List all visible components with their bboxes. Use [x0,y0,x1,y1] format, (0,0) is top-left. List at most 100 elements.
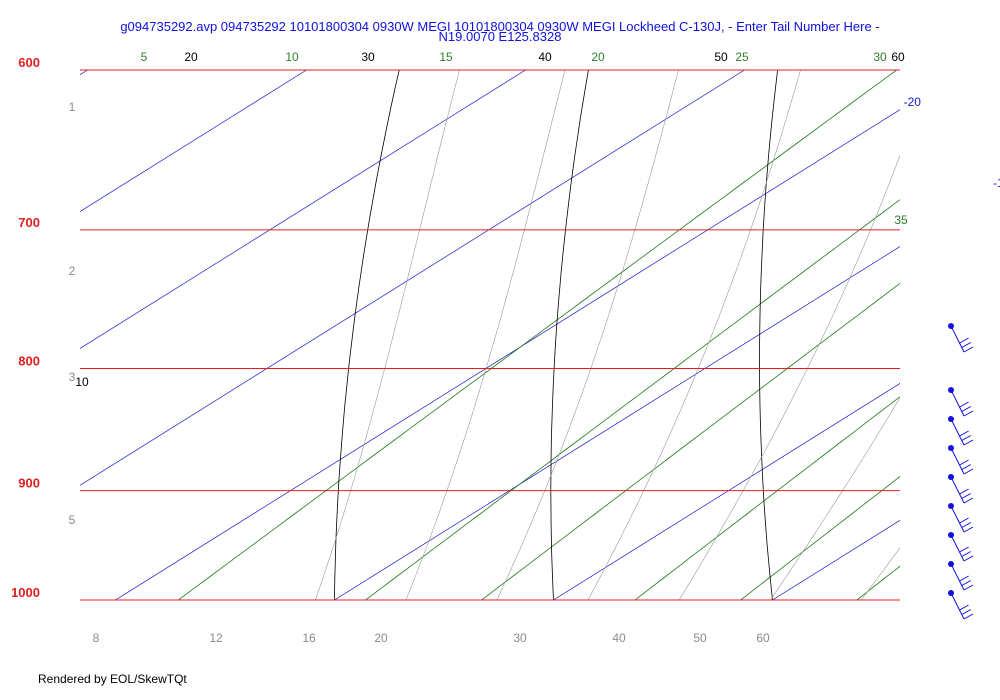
wind-barb-flag [959,575,969,582]
grid-layer [80,0,1000,651]
wind-barb-flag [963,346,974,353]
wind-barb-flag [963,584,974,591]
chart-subtitle: N19.0070 E125.8328 [439,29,562,44]
pressure-label: 800 [18,353,40,368]
isotherm-label: -20 [904,95,922,109]
wind-barb [948,445,974,475]
isotherm-line [771,519,900,600]
wind-barb-staff [950,389,965,417]
mixing-ratio-line [634,396,900,600]
theta-label: 10 [75,375,89,389]
theta-label: 30 [361,50,375,64]
wind-barb-flag [959,337,969,344]
theta-label: 40 [538,50,552,64]
chart-title: g094735292.avp 094735292 10101800304 093… [120,19,879,34]
moist-adiabat-line [587,70,801,600]
mixing-ratio-label: 30 [873,50,887,64]
wind-barb-flag [961,551,972,557]
theta-label: 50 [714,50,728,64]
moist-adiabat-line [911,0,1000,651]
wind-barb-flag [961,522,972,528]
wind-barb-staff [950,418,965,446]
mixing-ratio-label: 25 [735,50,749,64]
height-label: 2 [69,264,76,278]
isotherm-line [333,246,900,600]
bottom-temperature-label: 12 [209,631,223,645]
moist-adiabat-line [678,154,900,600]
wind-barb-flag [961,435,972,441]
wind-barb-flag [961,342,972,348]
mixing-ratio-line [364,199,900,600]
pressure-label: 600 [18,55,40,70]
bottom-temperature-label: 60 [756,631,770,645]
mixing-ratio-label: 35 [894,213,908,227]
wind-barb [948,416,974,446]
dry-adiabat-line [961,0,1000,651]
render-credit: Rendered by EOL/SkewTQt [38,672,187,686]
theta-label: 20 [184,50,198,64]
isotherm-line [80,70,89,76]
isotherm-line [114,109,900,600]
mixing-ratio-line [931,0,1000,651]
wind-barb-flag [963,497,974,504]
moist-adiabat-line [769,397,900,600]
wind-barb [948,474,974,504]
wind-barb-flag [959,401,969,408]
wind-barb [948,323,974,353]
mixing-ratio-line [856,565,900,600]
wind-barbs [948,323,974,620]
bottom-temperature-label: 30 [513,631,527,645]
isotherm-line [80,70,746,486]
wind-barb-flag [959,604,969,611]
wind-barb-flag [963,410,974,417]
wind-barb-flag [961,609,972,615]
wind-barb-flag [959,459,969,466]
wind-barb-staff [950,447,965,475]
pressure-label: 700 [18,215,40,230]
wind-barb-flag [959,546,969,553]
wind-barb-flag [963,555,974,562]
wind-barb-flag [961,406,972,412]
wind-barb-flag [961,580,972,586]
height-label: 5 [69,513,76,527]
pressure-label: 900 [18,476,40,491]
isotherm-label: -10 [993,176,1000,190]
mixing-ratio-line [740,476,900,600]
isotherm-line [80,70,527,349]
wind-barb [948,590,974,620]
moist-adiabat-line [315,70,460,600]
moist-adiabat-line [405,70,566,600]
wind-barb-flag [959,517,969,524]
mixing-ratio-label: 10 [285,50,299,64]
wind-barb-flag [961,493,972,499]
theta-label: 60 [891,50,905,64]
dry-adiabat-line [334,70,400,600]
wind-barb-flag [961,464,972,470]
bottom-temperature-label: 8 [93,631,100,645]
isotherm-line [928,30,1000,640]
wind-barb-staff [950,592,965,620]
isotherm-line [80,70,308,212]
wind-barb-flag [963,613,974,620]
wind-barb-flag [963,439,974,446]
wind-barb-flag [959,430,969,437]
wind-barb [948,532,974,562]
labels-layer: 6007008009001000-20-10010203040812162030… [11,50,1000,645]
wind-barb-flag [963,526,974,533]
dry-adiabat-line [759,70,779,600]
wind-barb-staff [950,563,965,591]
wind-barb-staff [950,534,965,562]
moist-adiabat-line [860,547,900,600]
height-label: 3 [69,370,76,384]
mixing-ratio-label: 20 [591,50,605,64]
wind-barb-staff [950,325,965,353]
mixing-ratio-line [177,70,898,600]
wind-barb [948,387,974,417]
pressure-label: 1000 [11,585,40,600]
dry-adiabat-line [550,70,589,600]
wind-barb-flag [963,468,974,475]
bottom-temperature-label: 50 [693,631,707,645]
wind-barb-staff [950,505,965,533]
height-label: 1 [69,100,76,114]
wind-barb-staff [950,476,965,504]
